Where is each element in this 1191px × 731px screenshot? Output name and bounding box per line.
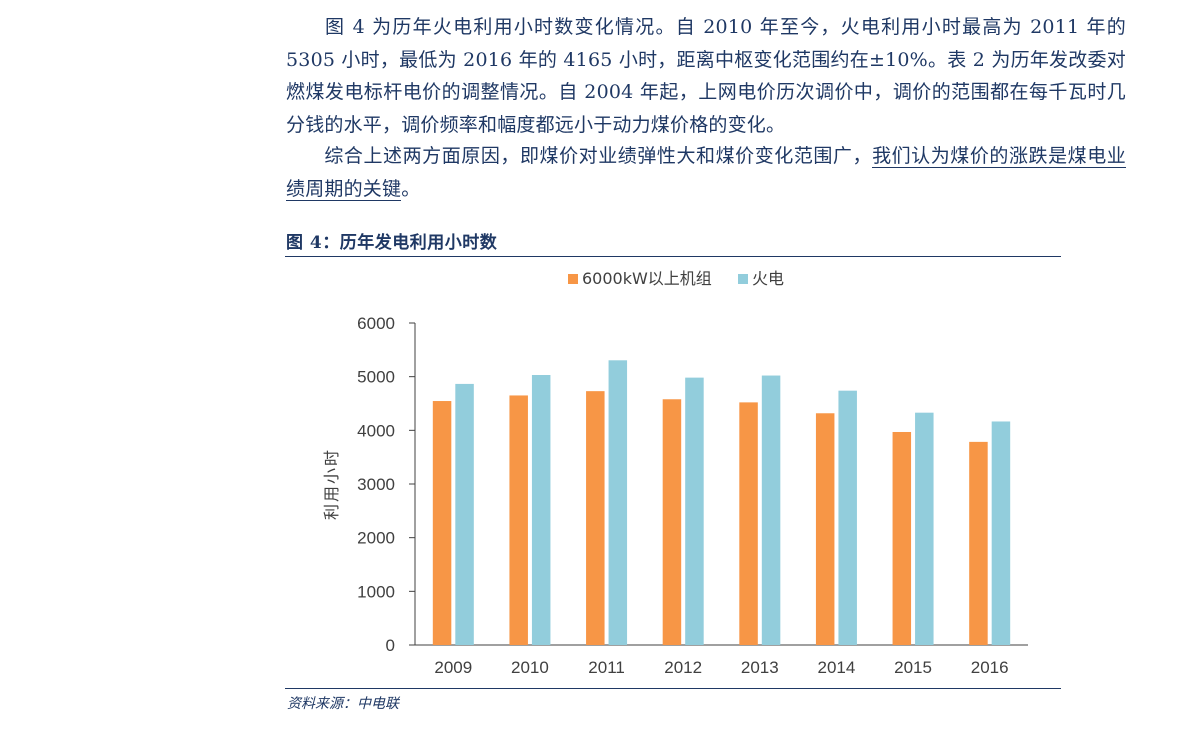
x-axis: 2009 2010 2011 2012 2013 2014 2015 2016 [415, 644, 1028, 677]
y-tick-label: 0 [386, 636, 395, 655]
body-paragraph-1: 图 4 为历年火电利用小时数变化情况。自 2010 年至今，火电利用小时最高为 … [286, 11, 1126, 141]
figure-source: 资料来源：中电联 [287, 696, 399, 712]
bar-units-6000kw-2010 [509, 395, 528, 645]
y-tick-label: 4000 [357, 421, 395, 440]
legend-swatch [738, 274, 748, 284]
y-axis-title: 利用小时 [322, 448, 341, 520]
chart-legend: 6000kW以上机组 火电 [568, 269, 784, 288]
bars-group [432, 360, 1011, 645]
y-tick-label: 2000 [357, 529, 395, 548]
paragraph-2-end: 。 [401, 177, 421, 200]
x-tick-label: 2011 [588, 658, 625, 677]
bar-units-6000kw-2016 [969, 441, 988, 645]
bar-units-6000kw-2011 [586, 391, 605, 645]
x-tick-label: 2015 [894, 658, 932, 677]
legend-label: 6000kW以上机组 [582, 269, 712, 288]
bar-thermal-2011 [608, 360, 628, 645]
bar-thermal-2016 [991, 421, 1011, 645]
y-axis: 0 1000 2000 3000 4000 5000 6000 利用小时 [322, 314, 416, 655]
x-tick-label: 2010 [511, 658, 549, 677]
bar-units-6000kw-2012 [662, 399, 682, 645]
y-tick-label: 5000 [357, 368, 395, 387]
x-tick-label: 2016 [971, 658, 1009, 677]
bar-thermal-2015 [915, 412, 934, 645]
x-tick-label: 2009 [434, 658, 472, 677]
bar-thermal-2013 [761, 375, 781, 645]
paragraph-2-text: 综合上述两方面原因，即煤价对业绩弹性大和煤价变化范围广， [324, 145, 873, 167]
figure-bottom-rule [285, 688, 1061, 689]
x-tick-label: 2014 [818, 658, 856, 677]
x-tick-label: 2012 [664, 658, 702, 677]
figure-title: 图 4：历年发电利用小时数 [286, 233, 498, 253]
bar-units-6000kw-2013 [739, 402, 758, 645]
body-paragraph-2: 综合上述两方面原因，即煤价对业绩弹性大和煤价变化范围广，我们认为煤价的涨跌是煤电… [286, 140, 1126, 205]
bar-thermal-2012 [685, 377, 704, 645]
bar-units-6000kw-2014 [815, 413, 835, 645]
paragraph-1-text: 图 4 为历年火电利用小时数变化情况。自 2010 年至今，火电利用小时最高为 … [286, 16, 1126, 136]
paragraph-2-key-conclusion: 我们认为煤价的涨跌是煤电业绩周期的关键 [286, 145, 1126, 201]
legend-swatch [568, 274, 578, 284]
legend-label: 火电 [752, 269, 784, 288]
y-tick-label: 1000 [357, 582, 395, 601]
bar-thermal-2014 [838, 390, 857, 645]
bar-units-6000kw-2015 [892, 431, 912, 645]
bar-units-6000kw-2009 [432, 401, 452, 645]
figure-top-rule [285, 256, 1061, 257]
x-tick-label: 2013 [741, 658, 779, 677]
bar-thermal-2010 [531, 375, 551, 645]
y-tick-label: 3000 [357, 475, 395, 494]
y-tick-label: 6000 [357, 314, 395, 333]
bar-thermal-2009 [455, 383, 474, 645]
bar-chart: 6000kW以上机组 火电 0 1000 2000 3000 4000 5000 6000 利用… [322, 269, 1028, 677]
